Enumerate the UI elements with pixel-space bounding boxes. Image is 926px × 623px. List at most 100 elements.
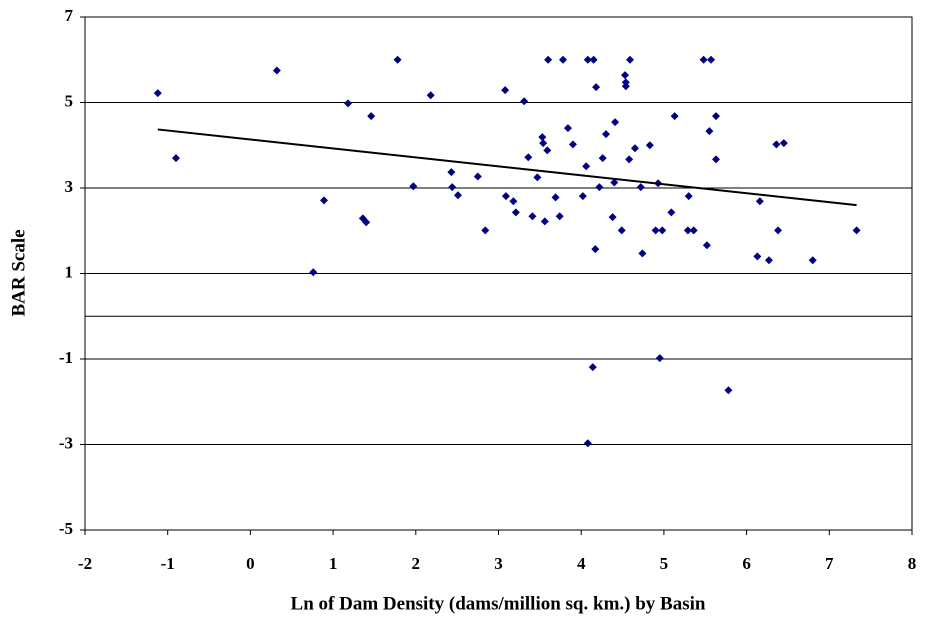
x-tick-label: -1: [161, 554, 175, 573]
point: [409, 182, 418, 191]
point: [511, 208, 520, 217]
point: [608, 213, 617, 222]
point: [578, 192, 587, 201]
point: [153, 89, 162, 98]
point: [453, 191, 462, 200]
point: [539, 139, 548, 148]
x-tick-label: 5: [660, 554, 669, 573]
point: [473, 172, 482, 181]
x-tick-label: -2: [78, 554, 92, 573]
y-tick-label: 5: [65, 91, 74, 110]
point: [589, 55, 598, 64]
point: [684, 192, 693, 201]
point: [779, 139, 788, 148]
point: [595, 183, 604, 192]
x-tick-label: 6: [742, 554, 751, 573]
point: [755, 197, 764, 206]
point: [559, 55, 568, 64]
point: [171, 154, 180, 163]
point: [625, 155, 634, 164]
point: [568, 140, 577, 149]
point: [617, 226, 626, 235]
point: [555, 212, 564, 221]
point: [538, 133, 547, 142]
point: [702, 241, 711, 250]
x-axis-title: Ln of Dam Density (dams/million sq. km.)…: [291, 593, 706, 614]
point: [582, 162, 591, 171]
point: [753, 252, 762, 261]
point: [621, 82, 630, 91]
point: [426, 91, 435, 100]
point: [393, 55, 402, 64]
point: [362, 218, 371, 227]
point: [520, 97, 529, 106]
point: [689, 226, 698, 235]
y-tick-label: -3: [59, 433, 73, 452]
point: [509, 197, 518, 206]
point: [611, 118, 620, 127]
point: [621, 71, 630, 80]
point: [598, 154, 607, 163]
plot-frame: [84, 16, 913, 531]
x-tick-label: 1: [329, 554, 338, 573]
x-tick-label: 8: [908, 554, 917, 573]
point: [320, 196, 329, 205]
point: [705, 127, 714, 136]
point: [367, 112, 376, 121]
point: [583, 55, 592, 64]
point: [343, 99, 352, 108]
point: [712, 155, 721, 164]
point: [533, 173, 542, 182]
point: [481, 226, 490, 235]
point: [764, 256, 773, 265]
point: [591, 245, 600, 254]
y-tick-label: 7: [65, 6, 74, 25]
point: [655, 354, 664, 363]
point: [501, 86, 510, 95]
y-axis-title: BAR Scale: [8, 229, 29, 316]
point: [724, 386, 733, 395]
point: [588, 363, 597, 372]
point: [563, 124, 572, 133]
point: [551, 193, 560, 202]
point: [645, 141, 654, 150]
point: [707, 55, 716, 64]
x-tick-label: 3: [494, 554, 503, 573]
point: [772, 140, 781, 149]
point: [501, 192, 510, 201]
y-tick-label: 1: [65, 262, 74, 281]
point: [448, 183, 457, 192]
point: [592, 83, 601, 92]
point: [602, 130, 611, 139]
point: [667, 208, 676, 217]
x-tick-label: 2: [412, 554, 421, 573]
point: [651, 226, 660, 235]
y-tick-label: -1: [59, 348, 73, 367]
point: [447, 168, 456, 177]
y-tick-label: -5: [59, 519, 73, 538]
point: [638, 249, 647, 258]
point: [524, 153, 533, 162]
point: [712, 112, 721, 121]
point: [636, 183, 645, 192]
point: [670, 112, 679, 121]
point: [272, 66, 281, 75]
point: [543, 146, 552, 155]
point: [683, 226, 692, 235]
point: [658, 226, 667, 235]
point: [852, 226, 861, 235]
y-tick-label: 3: [65, 177, 74, 196]
x-tick-label: 7: [825, 554, 834, 573]
point: [699, 55, 708, 64]
point: [610, 178, 619, 187]
point: [528, 212, 537, 221]
point: [544, 55, 553, 64]
point: [583, 439, 592, 448]
point: [630, 144, 639, 153]
x-tick-label: 0: [246, 554, 255, 573]
point: [808, 256, 817, 265]
point: [625, 55, 634, 64]
x-tick-label: 4: [577, 554, 586, 573]
